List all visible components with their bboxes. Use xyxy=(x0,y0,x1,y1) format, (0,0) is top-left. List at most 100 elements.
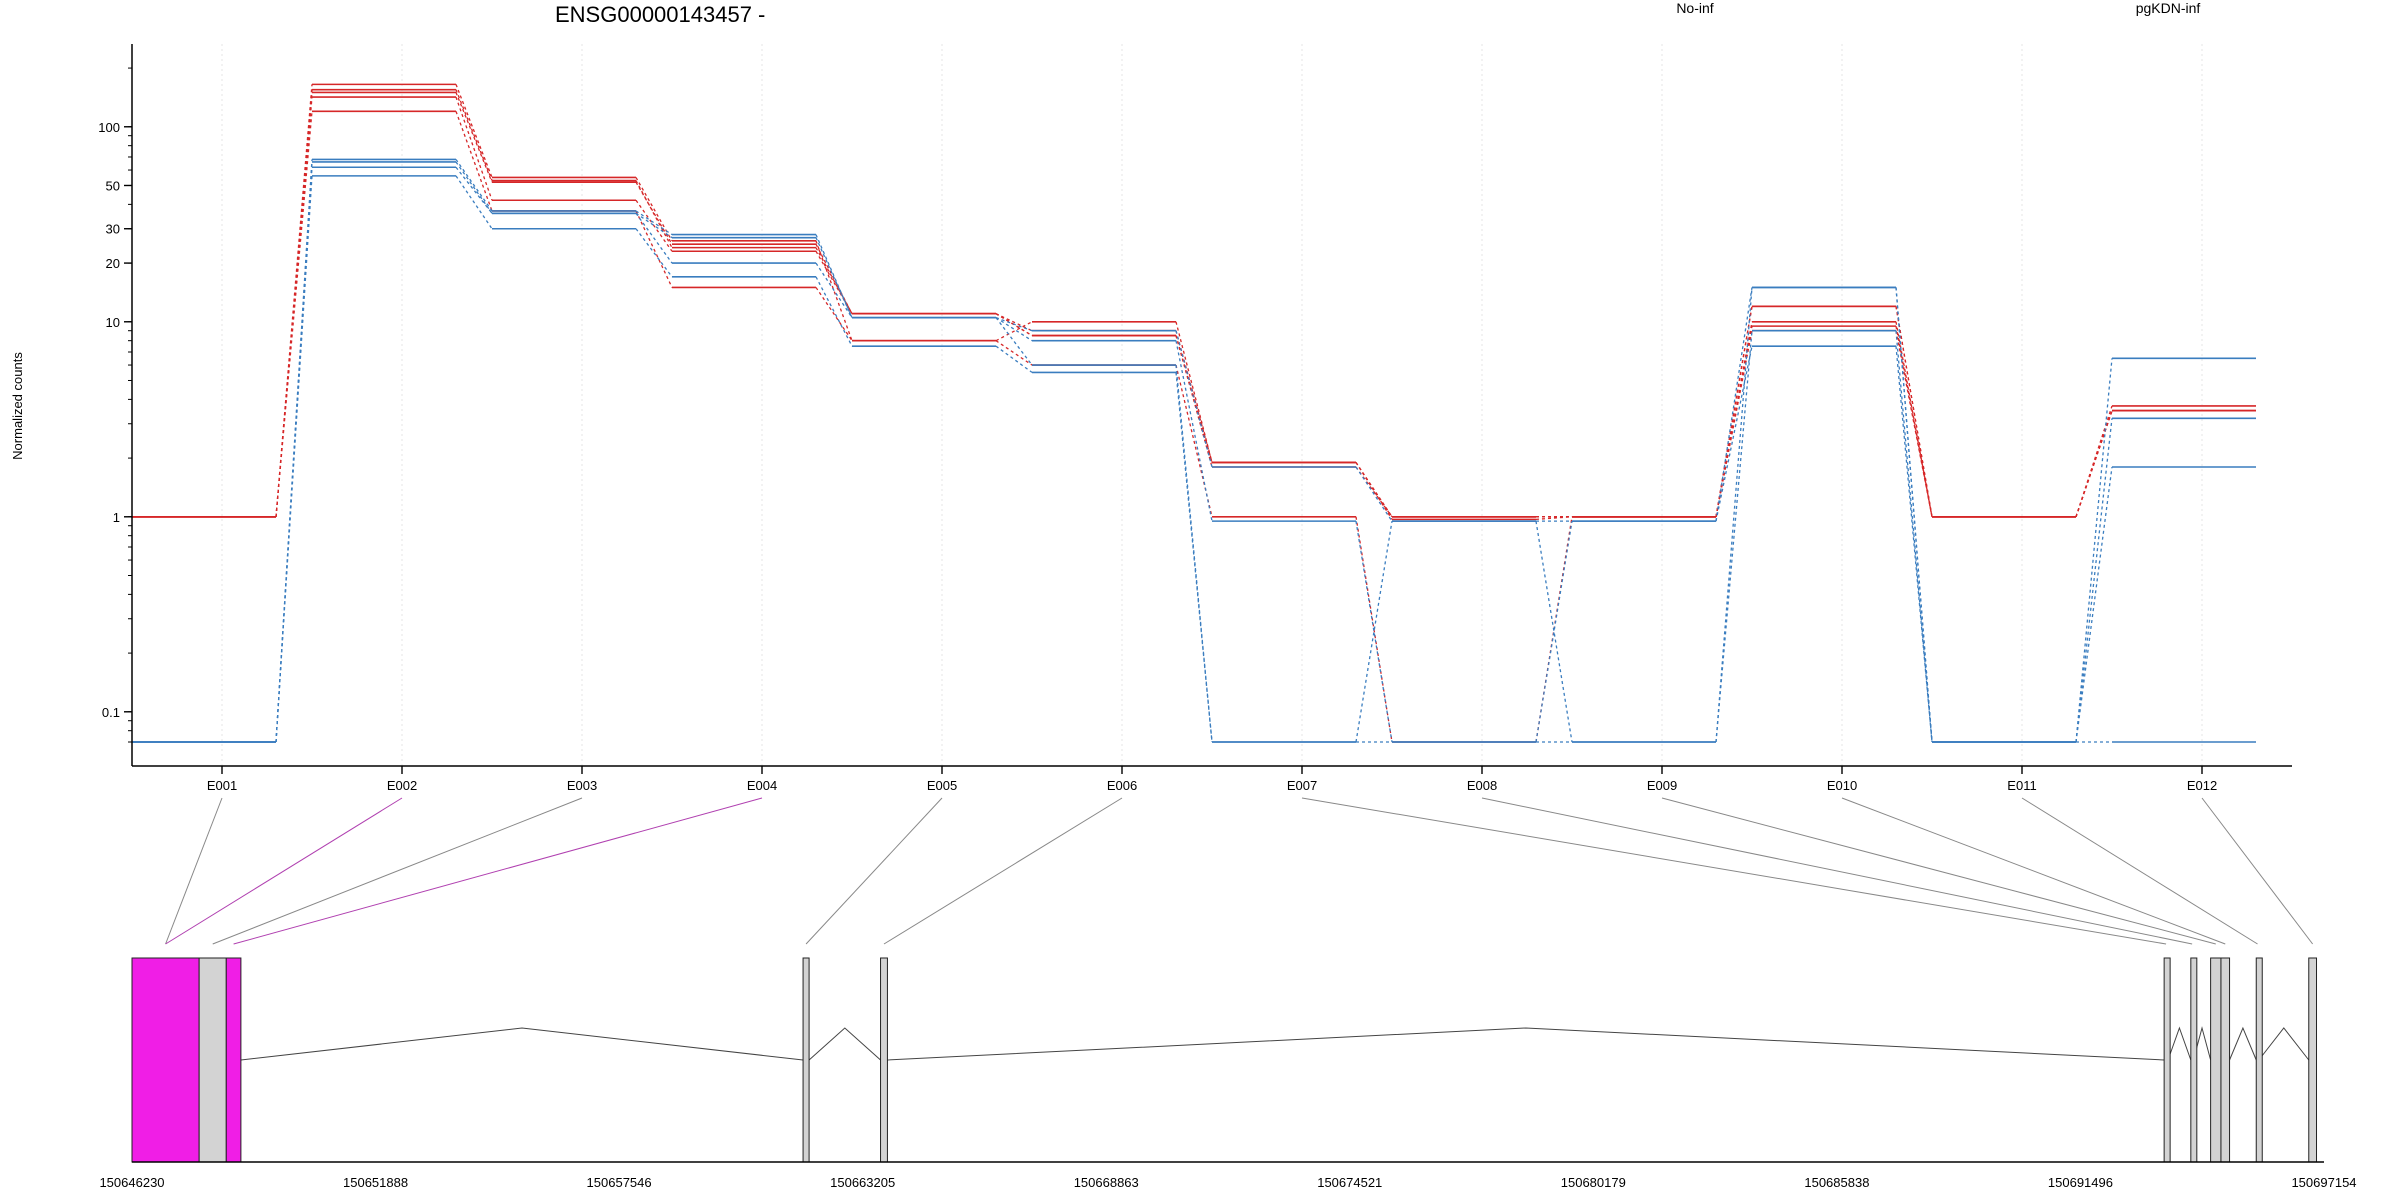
series-link xyxy=(995,321,1033,342)
series-link xyxy=(815,287,853,342)
series-link xyxy=(815,262,853,319)
x-tick-label-e004: E004 xyxy=(747,778,777,793)
series-link xyxy=(1355,521,1393,743)
legend-entry-no-inf: No-inf xyxy=(1676,0,1713,16)
exon-block-e003 xyxy=(198,957,227,1163)
chart-title: ENSG00000143457 - xyxy=(555,2,765,27)
series-link xyxy=(635,212,673,264)
exon-block-e005 xyxy=(802,957,810,1163)
exon-connector-e006 xyxy=(883,797,1123,945)
exon-connector-e003 xyxy=(212,797,583,945)
x-tick-label-e009: E009 xyxy=(1647,778,1677,793)
x-tick-label-e010: E010 xyxy=(1827,778,1857,793)
x-tick-label-e001: E001 xyxy=(207,778,237,793)
series-link xyxy=(455,89,493,181)
series-link xyxy=(275,175,313,743)
series-link xyxy=(1175,340,1213,522)
exon-connector-e012 xyxy=(2201,797,2314,945)
intron-line xyxy=(2258,1027,2310,1061)
exon-connector-e007 xyxy=(1301,797,2167,945)
series-link xyxy=(1175,321,1213,463)
series-link xyxy=(2075,418,2113,743)
x-tick-label-e003: E003 xyxy=(567,778,597,793)
y-axis-label: Normalized counts xyxy=(10,352,25,460)
exon-connector-e009 xyxy=(1661,797,2216,945)
gene-model: 150646230 150651888 150657546 150663205 1506… xyxy=(99,957,2357,1190)
series-link xyxy=(455,84,493,178)
genomic-tick-label: 150685838 xyxy=(1804,1175,1869,1190)
y-tick-label: 1 xyxy=(113,510,120,525)
exon-block-e006 xyxy=(880,957,888,1163)
series-link xyxy=(635,199,673,252)
exon-connector-e011 xyxy=(2021,797,2258,945)
series-link xyxy=(455,111,493,212)
exon-connectors xyxy=(165,797,2314,945)
genomic-tick-label: 150651888 xyxy=(343,1175,408,1190)
exon-connector-e001 xyxy=(165,797,223,945)
series-link xyxy=(1355,466,1393,522)
series-link xyxy=(635,210,673,288)
series-link xyxy=(455,161,493,214)
series-pgkdn-inf-7 xyxy=(132,161,2256,743)
series-no-inf-2 xyxy=(132,88,2256,521)
series-link xyxy=(995,317,1033,366)
series-link xyxy=(2075,410,2113,517)
x-tick-label-e012: E012 xyxy=(2187,778,2217,793)
genomic-tick-label: 150646230 xyxy=(99,1175,164,1190)
genomic-tick-label: 150680179 xyxy=(1561,1175,1626,1190)
y-tick-label: 100 xyxy=(98,120,120,135)
series-link xyxy=(455,175,493,230)
series-link xyxy=(995,317,1033,342)
series-link xyxy=(1355,462,1393,520)
series-link xyxy=(1715,330,1753,743)
y-tick-label: 0.1 xyxy=(102,705,120,720)
axes: 0.1 1 10 20 30 50 100 E001 E002 E003 E004 E005 E006 E… xyxy=(98,44,2292,793)
series-link xyxy=(1355,521,1393,743)
series-link xyxy=(1355,466,1393,518)
series-no-inf-5 xyxy=(132,91,2256,518)
series-no-inf-4 xyxy=(132,110,2256,743)
series-link xyxy=(995,313,1033,337)
series-link xyxy=(455,166,493,214)
genomic-tick-label: 150668863 xyxy=(1074,1175,1139,1190)
series-link xyxy=(1535,521,1573,743)
exon-block-e007 xyxy=(2163,957,2171,1163)
exon-block-e011 xyxy=(2255,957,2263,1163)
series-link xyxy=(1895,306,1933,517)
series-link xyxy=(1175,364,1213,517)
legend-entry-pgkdn-inf: pgKDN-inf xyxy=(2136,0,2201,16)
series-pgkdn-inf-9 xyxy=(132,175,2256,743)
y-tick-label: 30 xyxy=(106,222,120,237)
series-link xyxy=(455,159,493,212)
series-link xyxy=(995,317,1033,332)
series-link xyxy=(635,177,673,242)
exon-connector-e010 xyxy=(1841,797,2226,945)
series-link xyxy=(1895,330,1933,743)
y-tick-label: 50 xyxy=(106,178,120,193)
y-tick-label: 20 xyxy=(106,256,120,271)
exon-block-e002 xyxy=(131,957,200,1163)
x-tick-label-e007: E007 xyxy=(1287,778,1317,793)
grid-lines xyxy=(221,44,2203,766)
series-link xyxy=(995,345,1033,373)
series-link xyxy=(455,92,493,183)
series-link xyxy=(995,313,1033,332)
series-link xyxy=(1715,346,1753,522)
series-link xyxy=(455,96,493,201)
x-tick-label-e006: E006 xyxy=(1107,778,1137,793)
intron-line xyxy=(240,1027,804,1061)
series-link xyxy=(2075,466,2113,743)
y-tick-label: 10 xyxy=(106,315,120,330)
exon-block-e010 xyxy=(2220,957,2231,1163)
series-link xyxy=(995,340,1033,366)
genomic-tick-label: 150657546 xyxy=(587,1175,652,1190)
exon-connector-e008 xyxy=(1481,797,2193,945)
series-link xyxy=(815,276,853,347)
x-tick-label-e008: E008 xyxy=(1467,778,1497,793)
series-no-inf-1 xyxy=(132,83,2256,518)
intron-line xyxy=(887,1027,2165,1061)
exon-block-e004 xyxy=(225,957,242,1163)
series-link xyxy=(1175,372,1213,743)
series-pgkdn-inf-6 xyxy=(132,158,2256,743)
